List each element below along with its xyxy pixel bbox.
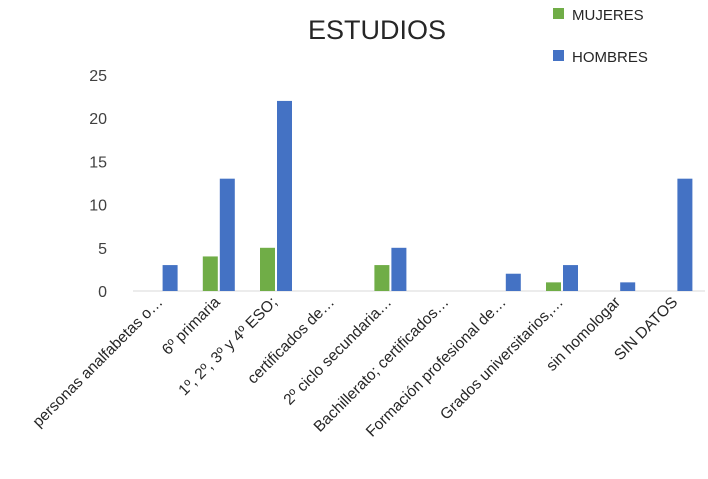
y-tick-label: 25	[89, 68, 107, 85]
legend-swatch-mujeres	[553, 8, 564, 19]
x-category-label: 2º ciclo secundaria…	[281, 294, 396, 409]
bar-mujeres-2	[260, 247, 275, 291]
y-tick-label: 15	[89, 154, 107, 171]
y-tick-label: 20	[89, 111, 107, 128]
bar-hombres-1	[219, 178, 235, 291]
bar-mujeres-1	[202, 256, 218, 291]
x-category-label: personas analfabetas o…	[29, 294, 166, 431]
bar-hombres-7	[563, 265, 578, 291]
y-axis-ticks: 0 5 10 15 20 25	[89, 68, 107, 301]
bar-mujeres-4	[374, 265, 390, 291]
legend-label-hombres: HOMBRES	[572, 49, 648, 66]
bar-hombres-8	[620, 282, 636, 291]
bar-hombres-4	[391, 247, 407, 291]
legend-swatch-hombres	[553, 50, 564, 61]
bar-hombres-9	[677, 178, 693, 291]
chart-title: ESTUDIOS	[308, 15, 446, 45]
legend: MUJERES HOMBRES	[553, 7, 648, 66]
bars	[162, 100, 693, 291]
bar-hombres-6	[505, 273, 521, 291]
x-category-label: 1º, 2º, 3º y 4º ESO;	[175, 294, 280, 399]
y-tick-label: 5	[98, 241, 107, 258]
legend-label-mujeres: MUJERES	[572, 7, 644, 24]
y-tick-label: 10	[89, 198, 107, 215]
y-tick-label: 0	[98, 284, 107, 301]
bar-mujeres-7	[546, 282, 561, 291]
bar-hombres-2	[277, 100, 292, 291]
bar-hombres-0	[162, 265, 178, 291]
